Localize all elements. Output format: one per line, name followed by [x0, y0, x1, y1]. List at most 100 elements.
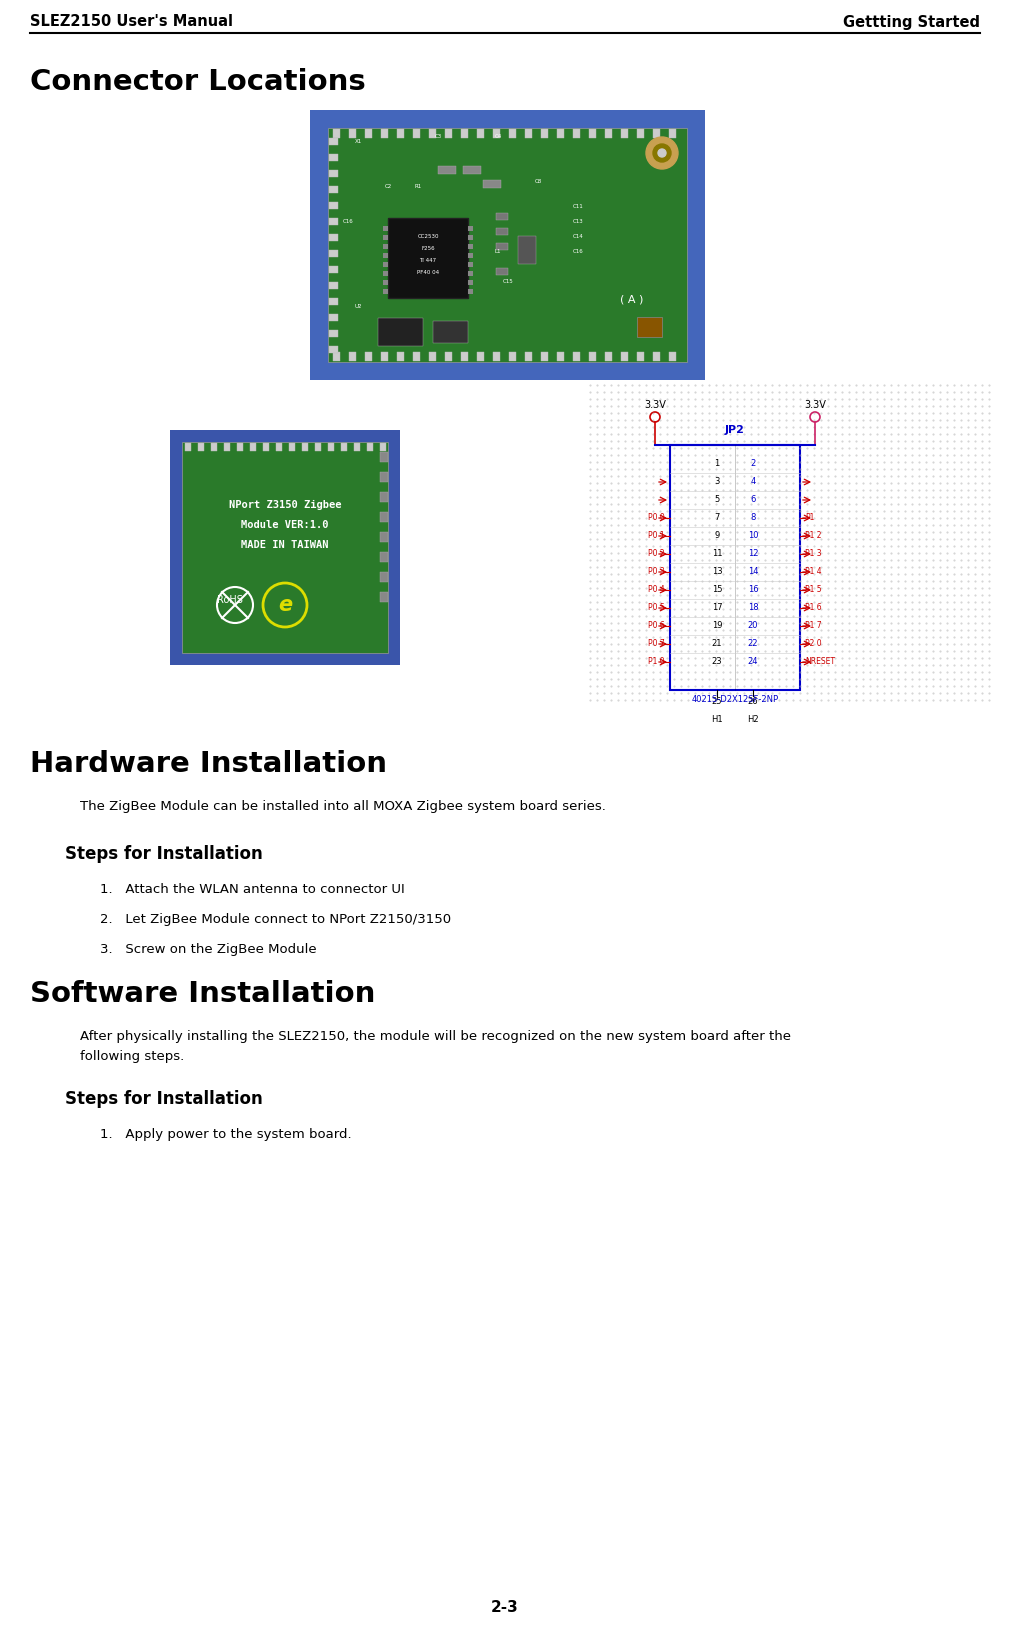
Bar	[653, 352, 660, 361]
Bar	[669, 352, 676, 361]
Bar	[621, 352, 628, 361]
Text: C2: C2	[385, 184, 392, 189]
Bar	[329, 186, 338, 194]
Text: Software Installation: Software Installation	[30, 980, 376, 1008]
Bar	[445, 129, 452, 138]
Text: C16: C16	[342, 220, 354, 225]
Text: 24: 24	[747, 658, 759, 666]
Text: 11: 11	[712, 550, 722, 558]
Bar	[397, 352, 404, 361]
Bar	[380, 443, 386, 451]
Bar	[378, 317, 423, 347]
Text: Steps for Installation: Steps for Installation	[65, 1091, 263, 1109]
Bar	[525, 129, 532, 138]
Bar	[383, 234, 388, 239]
Text: 1: 1	[714, 459, 719, 469]
Circle shape	[658, 150, 666, 156]
Text: 5: 5	[714, 495, 719, 505]
Bar	[185, 443, 191, 451]
Text: 10: 10	[747, 531, 759, 540]
Bar	[365, 352, 372, 361]
Text: P1 0: P1 0	[648, 658, 665, 666]
Bar	[365, 129, 372, 138]
Text: 3.3V: 3.3V	[644, 400, 666, 410]
Text: H2: H2	[747, 715, 759, 724]
Text: 25: 25	[712, 697, 722, 707]
Bar	[477, 352, 484, 361]
Bar	[328, 443, 334, 451]
Text: 1.   Apply power to the system board.: 1. Apply power to the system board.	[100, 1128, 351, 1141]
Bar	[496, 269, 508, 275]
Text: 13: 13	[712, 568, 722, 576]
Text: X1: X1	[355, 138, 362, 143]
Bar	[468, 270, 473, 277]
Text: C11: C11	[573, 204, 584, 208]
Text: 6: 6	[750, 495, 755, 505]
Text: NPort Z3150 Zigbee: NPort Z3150 Zigbee	[228, 500, 341, 510]
Bar	[329, 282, 338, 290]
Text: C8: C8	[534, 179, 541, 184]
Bar	[468, 290, 473, 295]
Text: R1: R1	[414, 184, 421, 189]
Bar	[315, 443, 321, 451]
Text: C15: C15	[503, 278, 513, 283]
Bar	[429, 352, 436, 361]
Text: P0 4: P0 4	[648, 586, 665, 594]
Bar	[182, 441, 388, 653]
Bar	[329, 251, 338, 257]
Text: 18: 18	[747, 604, 759, 612]
Bar	[670, 444, 800, 690]
Bar	[329, 155, 338, 161]
Bar	[328, 129, 687, 361]
Bar	[329, 202, 338, 208]
Bar	[354, 443, 360, 451]
Bar	[329, 234, 338, 241]
Bar	[525, 352, 532, 361]
Bar	[483, 181, 501, 187]
Bar	[224, 443, 230, 451]
Text: P0 5: P0 5	[648, 604, 665, 612]
Bar	[461, 352, 468, 361]
Text: C4: C4	[494, 133, 502, 138]
Bar	[438, 166, 456, 174]
Bar	[383, 262, 388, 267]
Circle shape	[653, 143, 671, 163]
Bar	[310, 111, 705, 379]
Text: P1: P1	[805, 513, 814, 523]
Bar	[329, 314, 338, 321]
Bar	[468, 234, 473, 239]
Bar	[573, 129, 580, 138]
Bar	[463, 166, 481, 174]
Bar	[329, 330, 338, 337]
Bar	[557, 352, 564, 361]
Text: 26: 26	[747, 697, 759, 707]
Bar	[477, 129, 484, 138]
Bar	[329, 347, 338, 353]
Bar	[380, 552, 388, 562]
Bar	[170, 430, 400, 664]
Text: SLEZ2150 User's Manual: SLEZ2150 User's Manual	[30, 15, 233, 29]
Bar	[329, 138, 338, 145]
Text: P0 1: P0 1	[648, 531, 665, 540]
Bar	[468, 244, 473, 249]
Bar	[198, 443, 204, 451]
Bar	[380, 492, 388, 501]
Text: C13: C13	[573, 220, 584, 225]
Text: P1 3: P1 3	[805, 550, 821, 558]
Bar	[383, 226, 388, 231]
Bar	[289, 443, 295, 451]
Text: Hardware Installation: Hardware Installation	[30, 751, 387, 778]
Bar	[329, 218, 338, 225]
Bar	[381, 129, 388, 138]
Text: PF40 04: PF40 04	[417, 270, 439, 275]
Bar	[637, 129, 644, 138]
Bar	[493, 352, 500, 361]
Text: 3: 3	[714, 477, 720, 487]
Bar	[429, 129, 436, 138]
Text: Connector Locations: Connector Locations	[30, 68, 366, 96]
Bar	[388, 218, 468, 298]
Text: 7: 7	[714, 513, 720, 523]
Text: Module VER:1.0: Module VER:1.0	[241, 519, 328, 531]
Bar	[397, 129, 404, 138]
Bar	[302, 443, 308, 451]
